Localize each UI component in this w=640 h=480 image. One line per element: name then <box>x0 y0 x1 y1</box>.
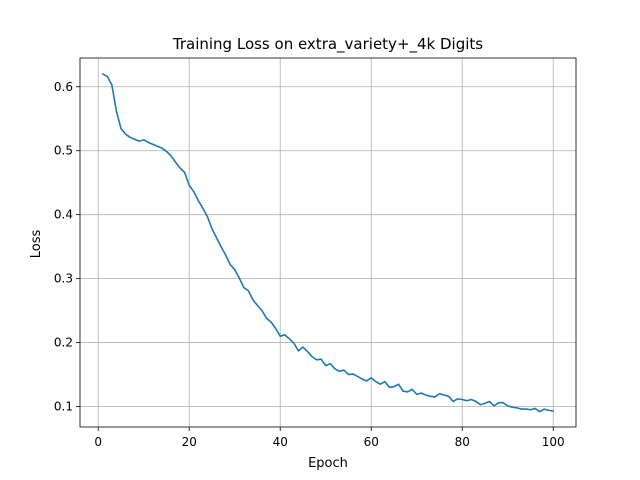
grid <box>80 58 576 427</box>
chart-title: Training Loss on extra_variety+_4k Digit… <box>172 35 483 54</box>
x-tick-label: 40 <box>273 435 288 449</box>
y-axis-label: Loss <box>29 230 44 259</box>
y-tick-label: 0.5 <box>54 144 73 158</box>
y-tick-label: 0.2 <box>54 336 73 350</box>
x-tick-label: 80 <box>455 435 470 449</box>
plot-frame <box>79 57 577 428</box>
x-tick-label: 0 <box>94 435 102 449</box>
y-tick-label: 0.4 <box>54 208 73 222</box>
x-tick-label: 20 <box>182 435 197 449</box>
y-tick-label: 0.3 <box>54 272 73 286</box>
x-tick-label: 100 <box>542 435 565 449</box>
y-tick-label: 0.1 <box>54 400 73 414</box>
x-tick-label: 60 <box>364 435 379 449</box>
x-axis-label: Epoch <box>308 456 348 471</box>
line-layer <box>101 73 555 413</box>
y-tick-label: 0.6 <box>54 80 73 94</box>
ticks: 0 20 40 60 80 100 0.1 0.2 0.3 0.4 0.5 0.6 <box>54 80 565 449</box>
loss-line <box>101 73 555 413</box>
